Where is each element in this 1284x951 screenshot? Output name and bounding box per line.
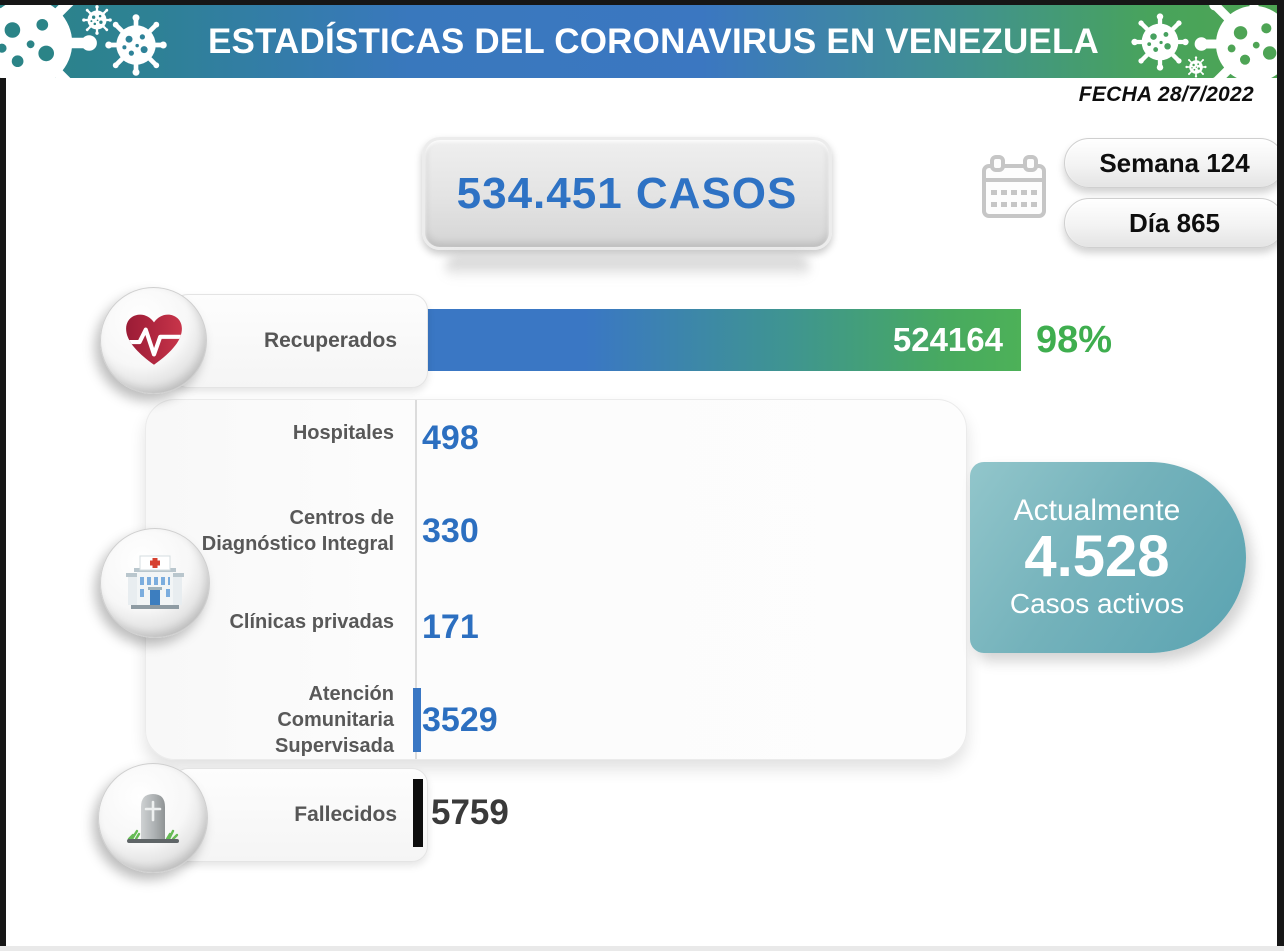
active-heading: Actualmente	[1013, 494, 1181, 528]
heart-ekg-icon	[125, 314, 182, 365]
recovered-value: 524164	[892, 321, 1003, 358]
total-cases-reflection	[445, 257, 810, 279]
header-banner: ESTADÍSTICAS DEL CORONAVIRUS EN VENEZUEL…	[0, 5, 1277, 78]
facility-label-clinicas: Clínicas privadas	[229, 611, 394, 633]
facility-label-cdi: Centros de Diagnóstico Integral	[201, 507, 394, 555]
deceased-badge	[98, 763, 208, 873]
day-badge: Día 865	[1064, 198, 1284, 248]
screen-edge-bottom	[0, 946, 1284, 951]
recovered-bar: 524164	[415, 309, 1021, 371]
deceased-label-box: Fallecidos	[172, 768, 428, 862]
facilities-badge	[100, 528, 210, 638]
total-cases-label: 534.451 CASOS	[456, 168, 798, 218]
hospital-icon	[126, 555, 184, 609]
deceased-value: 5759	[431, 793, 509, 832]
facility-label-acs: Atención Comunitaria Supervisada	[275, 683, 394, 757]
column-divider	[415, 400, 417, 759]
recovered-percent: 98%	[1036, 318, 1113, 361]
tombstone-icon	[127, 794, 179, 843]
facility-value-acs: 3529	[422, 700, 498, 739]
recovered-label-box: Recuperados	[172, 294, 428, 388]
facility-value-cdi: 330	[422, 511, 479, 550]
active-caption: Casos activos	[1009, 588, 1185, 620]
recovered-label: Recuperados	[263, 329, 397, 352]
date-label: FECHA 28/7/2022	[1078, 83, 1254, 106]
week-badge: Semana 124	[1064, 138, 1284, 188]
active-value: 4.528	[1024, 524, 1170, 590]
total-cases-box: 534.451 CASOS	[422, 137, 832, 250]
calendar-icon	[982, 155, 1046, 218]
facility-label-hospitales: Hospitales	[292, 422, 394, 444]
facility-value-hospitales: 498	[422, 418, 479, 457]
active-cases-box: Actualmente 4.528 Casos activos	[970, 462, 1246, 653]
recovered-badge	[100, 287, 207, 394]
screen-edge-top	[0, 0, 1284, 5]
facilities-panel: Hospitales 498 Centros de Diagnóstico In…	[145, 399, 967, 760]
deceased-label: Fallecidos	[294, 803, 397, 826]
page-title: ESTADÍSTICAS DEL CORONAVIRUS EN VENEZUEL…	[207, 21, 1100, 61]
facility-value-bar	[413, 688, 421, 752]
screen-edge-left	[0, 78, 6, 951]
screen-edge-right	[1277, 0, 1284, 951]
deceased-bar	[413, 779, 423, 847]
facility-value-clinicas: 171	[422, 607, 479, 646]
